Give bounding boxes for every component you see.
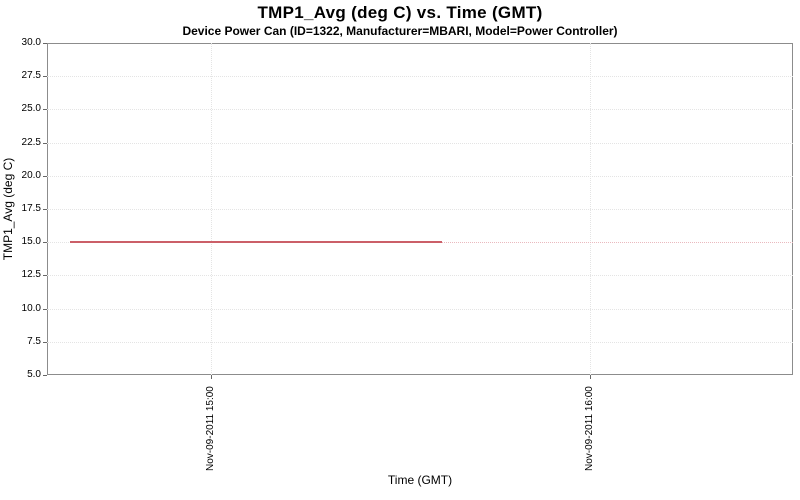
y-tick-mark (43, 109, 47, 110)
y-tick-mark (43, 275, 47, 276)
x-tick-label: Nov-09-2011 16:00 (584, 386, 595, 471)
missing-data-line (442, 242, 793, 243)
y-tick-label: 12.5 (21, 269, 41, 280)
y-gridline (47, 143, 793, 144)
y-tick-mark (43, 143, 47, 144)
y-tick-label: 20.0 (21, 170, 41, 181)
x-tick-mark (211, 375, 212, 379)
x-gridline (590, 43, 591, 375)
y-tick-label: 5.0 (27, 369, 41, 380)
x-axis-title: Time (GMT) (387, 473, 453, 487)
y-gridline (47, 309, 793, 310)
y-tick-mark (43, 43, 47, 44)
y-tick-label: 10.0 (21, 303, 41, 314)
y-tick-label: 17.5 (21, 203, 41, 214)
y-tick-label: 22.5 (21, 137, 41, 148)
y-tick-label: 30.0 (21, 37, 41, 48)
y-tick-label: 7.5 (27, 336, 41, 347)
y-tick-mark (43, 176, 47, 177)
chart-title: TMP1_Avg (deg C) vs. Time (GMT) (257, 3, 543, 22)
y-tick-label: 27.5 (21, 70, 41, 81)
x-tick-mark (590, 375, 591, 379)
y-tick-label: 25.0 (21, 103, 41, 114)
y-tick-label: 15.0 (21, 236, 41, 247)
x-gridline (211, 43, 212, 375)
y-gridline (47, 209, 793, 210)
y-tick-mark (43, 342, 47, 343)
y-gridline (47, 109, 793, 110)
y-tick-mark (43, 209, 47, 210)
y-gridline (47, 342, 793, 343)
y-gridline (47, 275, 793, 276)
series-line-tmp1_avg (70, 241, 443, 243)
y-tick-mark (43, 76, 47, 77)
chart-subtitle: Device Power Can (ID=1322, Manufacturer=… (182, 24, 618, 38)
y-tick-mark (43, 309, 47, 310)
x-tick-label: Nov-09-2011 15:00 (205, 386, 216, 471)
y-gridline (47, 176, 793, 177)
y-tick-mark (43, 242, 47, 243)
y-gridline (47, 76, 793, 77)
y-tick-mark (43, 375, 47, 376)
